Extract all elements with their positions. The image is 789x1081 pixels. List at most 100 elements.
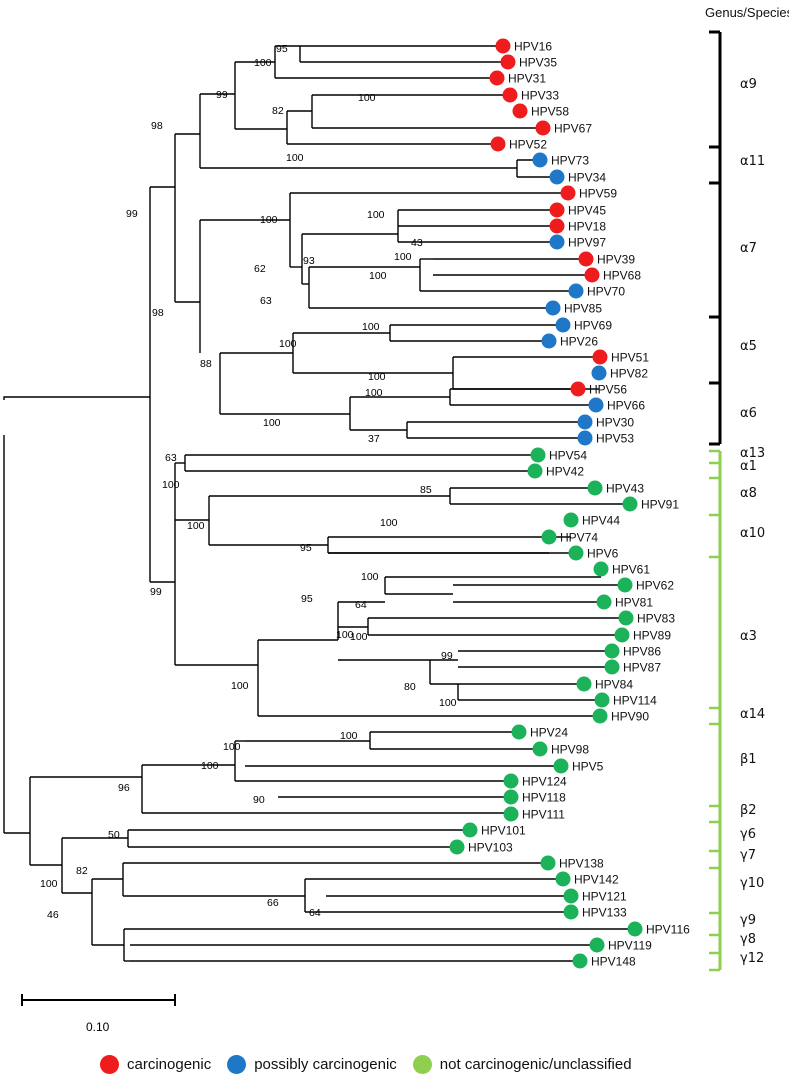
bootstrap-value: 100	[358, 92, 376, 104]
tree-branch	[3, 396, 150, 400]
bootstrap-value: 100	[368, 371, 386, 383]
leaf-label: HPV82	[610, 367, 648, 381]
leaf-label: HPV90	[611, 710, 649, 724]
leaf-label: HPV42	[546, 465, 584, 479]
leaf-label: HPV6	[587, 547, 619, 561]
leaf-label: HPV101	[481, 824, 526, 838]
leaf-dot-not	[592, 708, 608, 724]
bootstrap-value: 46	[47, 909, 59, 921]
group-label: β1	[740, 752, 757, 767]
leaf-label: HPV30	[596, 416, 634, 430]
group-label: α1	[740, 459, 757, 474]
leaf-label: HPV16	[514, 40, 552, 54]
group-label: α9	[740, 77, 757, 92]
leaf-dot-not	[530, 447, 546, 463]
leaf-dot-carcinogenic	[570, 381, 586, 397]
bootstrap-value: 82	[76, 865, 88, 877]
bootstrap-value: 100	[201, 760, 219, 772]
leaf-label: HPV86	[623, 645, 661, 659]
bootstrap-value: 100	[162, 479, 180, 491]
leaf-label: HPV54	[549, 449, 587, 463]
bootstrap-value: 80	[404, 681, 416, 693]
bootstrap-value: 100	[350, 631, 368, 643]
bootstrap-value: 66	[267, 897, 279, 909]
red-dot-icon	[100, 1055, 119, 1074]
leaf-dot-possibly	[549, 169, 565, 185]
leaf-dot-carcinogenic	[549, 218, 565, 234]
bootstrap-value: 43	[411, 237, 423, 249]
leaf-dot-not	[503, 773, 519, 789]
column-header: Genus/Species	[705, 5, 789, 20]
leaf-label: HPV68	[603, 269, 641, 283]
leaf-dot-not	[527, 463, 543, 479]
leaf-dot-not	[614, 627, 630, 643]
leaf-label: HPV26	[560, 335, 598, 349]
bootstrap-value: 85	[420, 484, 432, 496]
leaf-label: HPV5	[572, 760, 604, 774]
bootstrap-value: 37	[368, 433, 380, 445]
leaf-label: HPV87	[623, 661, 661, 675]
bootstrap-value: 100	[40, 878, 58, 890]
group-label: γ10	[740, 876, 764, 891]
leaf-label: HPV39	[597, 253, 635, 267]
leaf-dot-not	[587, 480, 603, 496]
leaf-dot-not	[563, 888, 579, 904]
group-label: γ8	[740, 932, 756, 947]
phylogenetic-tree: HPV16 HPV35 HPV31 HPV33 HPV58 HPV67 HPV52 HPV73…	[3, 5, 789, 1034]
bootstrap-value: 100	[187, 520, 205, 532]
leaf-label: HPV51	[611, 351, 649, 365]
group-label: α10	[740, 526, 765, 541]
bootstrap-value: 99	[216, 89, 228, 101]
bootstrap-value: 63	[165, 452, 177, 464]
leaf-dot-possibly	[545, 300, 561, 316]
leaf-dot-not	[604, 659, 620, 675]
bootstrap-value: 62	[254, 263, 266, 275]
bootstrap-value: 82	[272, 105, 284, 117]
leaf-dot-carcinogenic	[584, 267, 600, 283]
leaf-label: HPV62	[636, 579, 674, 593]
leaf-label: HPV81	[615, 596, 653, 610]
group-label: α6	[740, 406, 757, 421]
leaf-dot-carcinogenic	[549, 202, 565, 218]
leaf-label: HPV59	[579, 187, 617, 201]
bootstrap-value: 95	[276, 43, 288, 55]
leaf-dot-possibly	[588, 397, 604, 413]
group-label: α13	[740, 446, 765, 461]
bootstrap-value: 100	[340, 730, 358, 742]
leaf-dot-carcinogenic	[592, 349, 608, 365]
leaf-dot-not	[503, 806, 519, 822]
leaf-dot-not	[511, 724, 527, 740]
group-label: α8	[740, 486, 757, 501]
leaf-label: HPV31	[508, 72, 546, 86]
leaf-dot-not	[555, 871, 571, 887]
leaf-label: HPV85	[564, 302, 602, 316]
bootstrap-value: 100	[361, 571, 379, 583]
bootstrap-value: 100	[231, 680, 249, 692]
bootstrap-value: 100	[365, 387, 383, 399]
bootstrap-value: 93	[303, 255, 315, 267]
leaf-label: HPV116	[646, 923, 690, 937]
bootstrap-value: 50	[108, 829, 120, 841]
leaf-label: HPV118	[522, 791, 566, 805]
leaf-label: HPV35	[519, 56, 557, 70]
leaf-dot-not	[572, 953, 588, 969]
leaf-dot-not	[617, 577, 633, 593]
leaf-dot-carcinogenic	[560, 185, 576, 201]
leaf-dot-not	[596, 594, 612, 610]
leaf-label: HPV119	[608, 939, 652, 953]
bootstrap-value: 100	[362, 321, 380, 333]
bootstrap-value: 100	[286, 152, 304, 164]
leaf-dot-possibly	[577, 430, 593, 446]
bootstrap-value: 99	[126, 208, 138, 220]
leaf-label: HPV53	[596, 432, 634, 446]
bootstrap-value: 95	[301, 593, 313, 605]
leaf-dot-not	[627, 921, 643, 937]
leaf-label: HPV111	[522, 808, 565, 822]
leaf-label: HPV66	[607, 399, 645, 413]
green-dot-icon	[412, 1055, 432, 1074]
leaf-dot-not	[576, 676, 592, 692]
leaf-dot-not	[604, 643, 620, 659]
leaf-dot-not	[540, 855, 556, 871]
group-label: α11	[740, 154, 765, 169]
leaf-dot-not	[594, 692, 610, 708]
